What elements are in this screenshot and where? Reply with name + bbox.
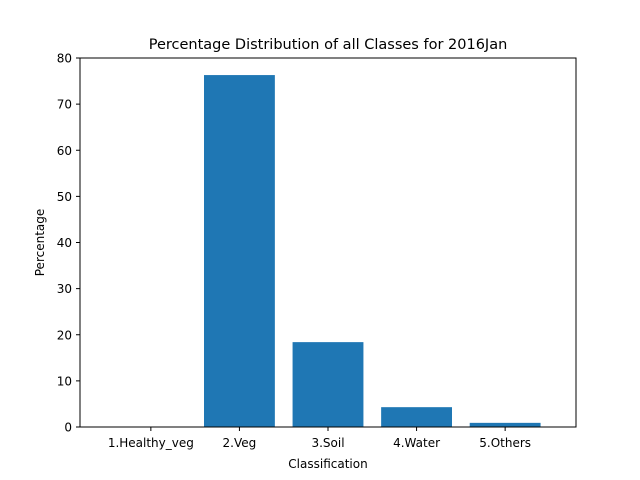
y-tick-label: 20 (57, 328, 72, 342)
bars-group (204, 75, 541, 427)
y-tick-label: 60 (57, 144, 72, 158)
chart-title: Percentage Distribution of all Classes f… (149, 37, 508, 53)
y-tick-label: 10 (57, 374, 72, 388)
bar-5 (469, 422, 541, 427)
y-tick-label: 80 (57, 52, 72, 66)
x-tick-label: 3.Soil (311, 436, 344, 450)
y-tick-label: 50 (57, 190, 72, 204)
x-tick-label: 1.Healthy_veg (108, 436, 194, 450)
x-tick-label: 2.Veg (223, 436, 257, 450)
plot-frame (79, 57, 577, 428)
x-ticks-group: 1.Healthy_veg 2.Veg 3.Soil 4.Water 5.Others (108, 427, 531, 450)
x-axis-label: Classification (288, 457, 367, 471)
y-tick-label: 70 (57, 98, 72, 112)
x-tick-label: 5.Others (479, 436, 531, 450)
bar-4 (381, 407, 452, 427)
y-tick-label: 0 (64, 421, 72, 435)
bar-3 (292, 342, 364, 427)
y-axis-label: Percentage (33, 209, 47, 277)
y-ticks-group: 0 10 20 30 40 50 60 70 80 (57, 52, 80, 435)
y-tick-label: 40 (57, 236, 72, 250)
y-tick-label: 30 (57, 282, 72, 296)
bar-2 (204, 75, 275, 427)
x-tick-label: 4.Water (393, 436, 440, 450)
